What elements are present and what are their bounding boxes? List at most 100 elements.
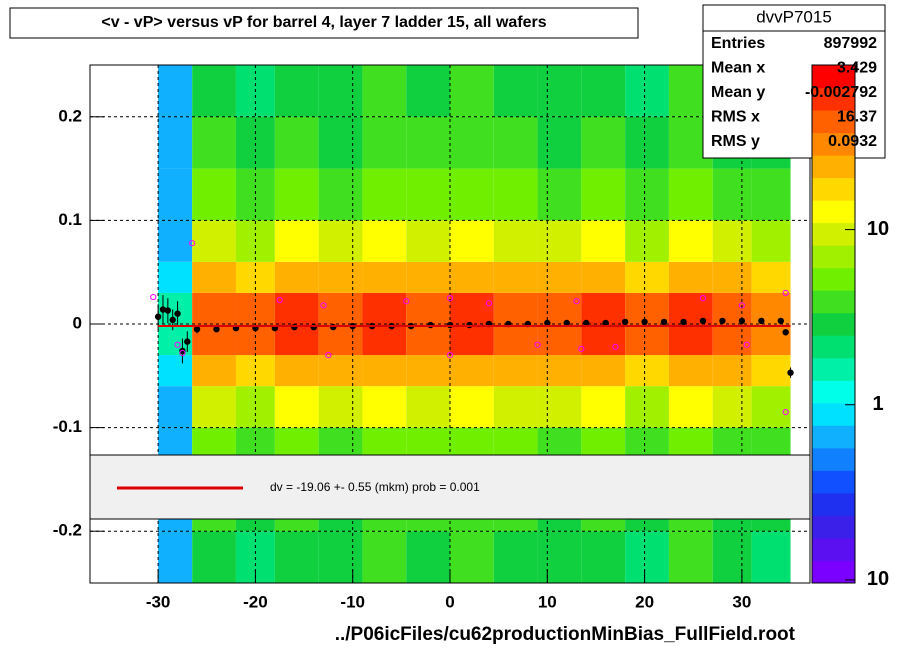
color-scale xyxy=(812,267,855,291)
heat-cell xyxy=(537,220,582,262)
profile-point xyxy=(738,317,746,325)
heat-cell xyxy=(668,261,713,293)
profile-point xyxy=(563,319,570,327)
heat-cell xyxy=(625,324,669,356)
heat-cell xyxy=(318,116,363,169)
heat-cell xyxy=(158,220,193,262)
heat-cell xyxy=(318,531,363,583)
heat-cell xyxy=(712,168,752,221)
heat-cell xyxy=(406,386,450,428)
heat-cell xyxy=(362,355,407,387)
heat-cell xyxy=(450,386,494,428)
heat-cell xyxy=(450,168,494,221)
profile-point xyxy=(621,318,629,326)
heat-cell xyxy=(406,168,450,221)
heat-cell xyxy=(362,220,407,262)
heat-cell xyxy=(751,261,791,293)
marker xyxy=(189,240,196,247)
stat-label: Entries xyxy=(711,35,765,52)
heat-cell xyxy=(581,168,626,221)
heat-cell xyxy=(406,116,450,169)
profile-point xyxy=(193,325,201,333)
heat-cell xyxy=(581,220,626,262)
heat-cell xyxy=(581,355,626,387)
heat-cell xyxy=(751,386,791,428)
heat-cell xyxy=(158,261,193,293)
heat-cell xyxy=(274,292,319,324)
y-tick-label: 0.1 xyxy=(58,210,82,229)
fit-label: dv = -19.06 +- 0.55 (mkm) prob = 0.001 xyxy=(270,480,480,494)
heat-cell xyxy=(362,531,407,583)
color-scale xyxy=(812,110,855,134)
heat-cell xyxy=(493,386,538,428)
heat-cell xyxy=(537,292,582,324)
heat-cell xyxy=(668,220,713,262)
heat-cell xyxy=(362,324,407,356)
heat-cell xyxy=(406,355,450,387)
heat-cell xyxy=(274,116,319,169)
color-scale xyxy=(812,402,855,426)
heat-cell xyxy=(493,324,538,356)
heat-cell xyxy=(450,116,494,169)
heat-cell xyxy=(581,386,626,428)
profile-point xyxy=(330,323,337,331)
heat-cell xyxy=(192,220,236,262)
profile-point xyxy=(758,317,765,325)
heat-cell xyxy=(158,355,193,387)
heat-cell xyxy=(406,531,450,583)
stat-label: RMS y xyxy=(711,133,760,150)
heat-cell xyxy=(406,220,450,262)
stat-value: 16.37 xyxy=(837,109,877,126)
heat-cell xyxy=(537,386,582,428)
profile-point xyxy=(154,313,162,320)
heat-cell xyxy=(158,386,193,428)
heat-cell xyxy=(192,261,236,293)
marker xyxy=(534,341,541,348)
heat-cell xyxy=(362,386,407,428)
heat-cell xyxy=(274,65,319,117)
profile-point xyxy=(184,338,191,345)
heat-cell xyxy=(493,168,538,221)
profile-point xyxy=(169,316,176,324)
heat-cell xyxy=(406,65,450,117)
title-box xyxy=(9,7,639,39)
heat-cell xyxy=(537,324,582,356)
heat-cell xyxy=(274,531,319,583)
profile-point xyxy=(660,318,668,326)
heat-cell xyxy=(362,65,407,117)
heat-cell xyxy=(625,292,669,324)
profile-point xyxy=(777,317,785,325)
heat-cell xyxy=(318,386,363,428)
color-scale xyxy=(812,245,855,269)
heat-cell xyxy=(158,116,193,169)
heat-cell xyxy=(192,65,236,117)
marker xyxy=(179,349,186,357)
marker xyxy=(738,302,745,309)
color-scale xyxy=(812,155,855,179)
heat-cell xyxy=(493,355,538,387)
marker xyxy=(276,297,283,304)
heat-cell xyxy=(274,261,319,293)
heat-cell xyxy=(406,292,450,324)
heat-cell xyxy=(493,116,538,169)
heat-cell xyxy=(625,386,669,428)
heat-cell xyxy=(625,116,669,169)
heat-cell xyxy=(450,220,494,262)
stat-value: 0.0932 xyxy=(828,133,877,150)
marker xyxy=(150,293,157,301)
heat-cell xyxy=(581,531,626,583)
heat-cell xyxy=(625,355,669,387)
color-scale xyxy=(812,515,855,539)
heat-cell xyxy=(751,292,791,324)
profile-point xyxy=(310,323,317,331)
marker xyxy=(325,351,332,359)
profile-point xyxy=(782,329,789,336)
x-axis-label: ../P06icFiles/cu62productionMinBias_Full… xyxy=(335,624,796,645)
profile-point xyxy=(680,318,687,326)
color-scale xyxy=(812,447,855,471)
heat-cell xyxy=(318,220,363,262)
heat-cell xyxy=(450,292,494,324)
marker xyxy=(174,341,181,348)
heat-cell xyxy=(192,168,236,221)
